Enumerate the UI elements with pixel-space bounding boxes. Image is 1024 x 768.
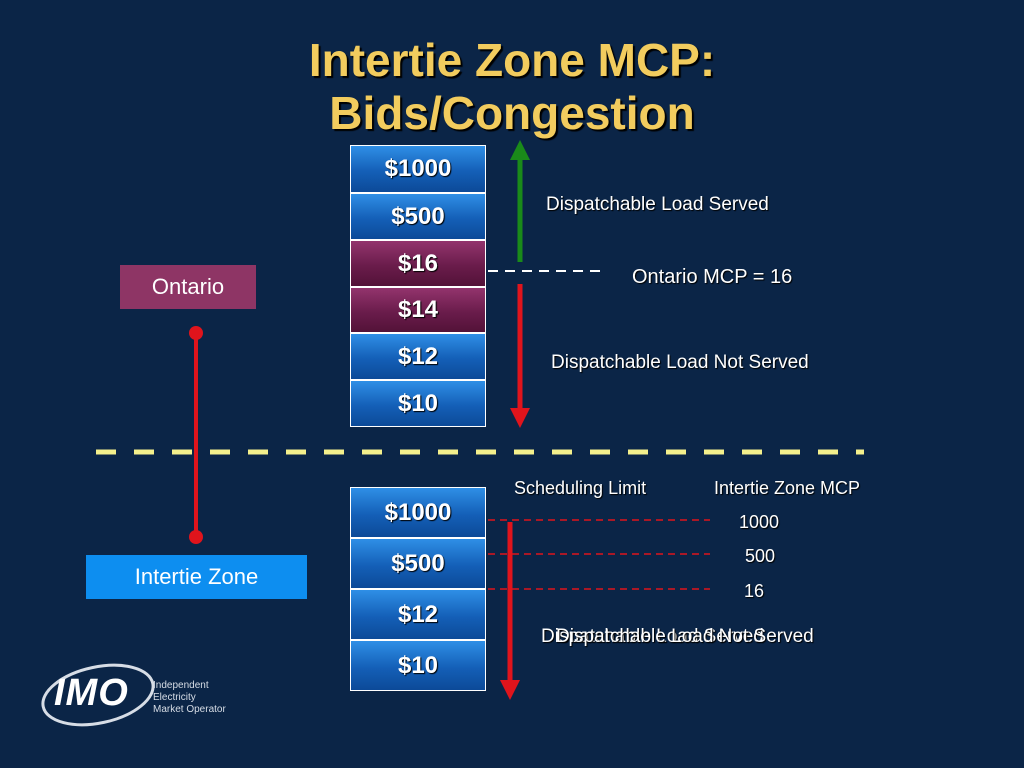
not-served-label: Dispatchable Load Not Served: [551, 352, 809, 373]
ontario-bid-3: $16: [350, 240, 486, 287]
ontario-bid-4: $14: [350, 287, 486, 333]
intertie-bid-2: $500: [350, 538, 486, 589]
imo-logo: IMO Independent Electricity Market Opera…: [36, 655, 266, 735]
intertie-bid-3: $12: [350, 589, 486, 640]
imo-logo-text: Independent Electricity Market Operator: [153, 680, 226, 716]
title-line-2: Bids/Congestion: [329, 87, 695, 139]
intertie-dot-top: [189, 326, 203, 340]
served-label: Dispatchable Load Served: [546, 194, 769, 215]
imo-logo-mark: IMO: [54, 672, 129, 714]
ontario-bid-2: $500: [350, 193, 486, 240]
ontario-mcp-label: Ontario MCP = 16: [632, 266, 793, 288]
intertie-zone-box: Intertie Zone: [86, 555, 307, 599]
ontario-bid-5: $12: [350, 333, 486, 380]
intertie-mcp-value-3: 16: [744, 581, 765, 601]
imo-logo-line-2: Electricity: [153, 692, 196, 703]
intertie-not-served-label: Dispatchable Load Not Served: [556, 626, 814, 647]
intertie-dot-bottom: [189, 530, 203, 544]
intertie-mcp-value-2: 500: [745, 546, 776, 566]
ontario-bid-1: $1000: [350, 145, 486, 193]
ontario-zone-box: Ontario: [120, 265, 256, 309]
title-line-1: Intertie Zone MCP:: [308, 34, 716, 86]
intertie-bid-4: $10: [350, 640, 486, 691]
imo-logo-swoosh-icon: [41, 663, 155, 727]
ontario-bid-6: $10: [350, 380, 486, 427]
intertie-served-label: Dispatchable Load Served: [541, 626, 764, 647]
intertie-mcp-header: Intertie Zone MCP: [714, 478, 861, 498]
intertie-bid-1: $1000: [350, 487, 486, 538]
scheduling-limit-header: Scheduling Limit: [514, 478, 647, 498]
imo-logo-line-3: Market Operator: [153, 704, 226, 715]
imo-logo-line-1: Independent: [153, 680, 209, 691]
intertie-mcp-value-1: 1000: [739, 512, 780, 532]
